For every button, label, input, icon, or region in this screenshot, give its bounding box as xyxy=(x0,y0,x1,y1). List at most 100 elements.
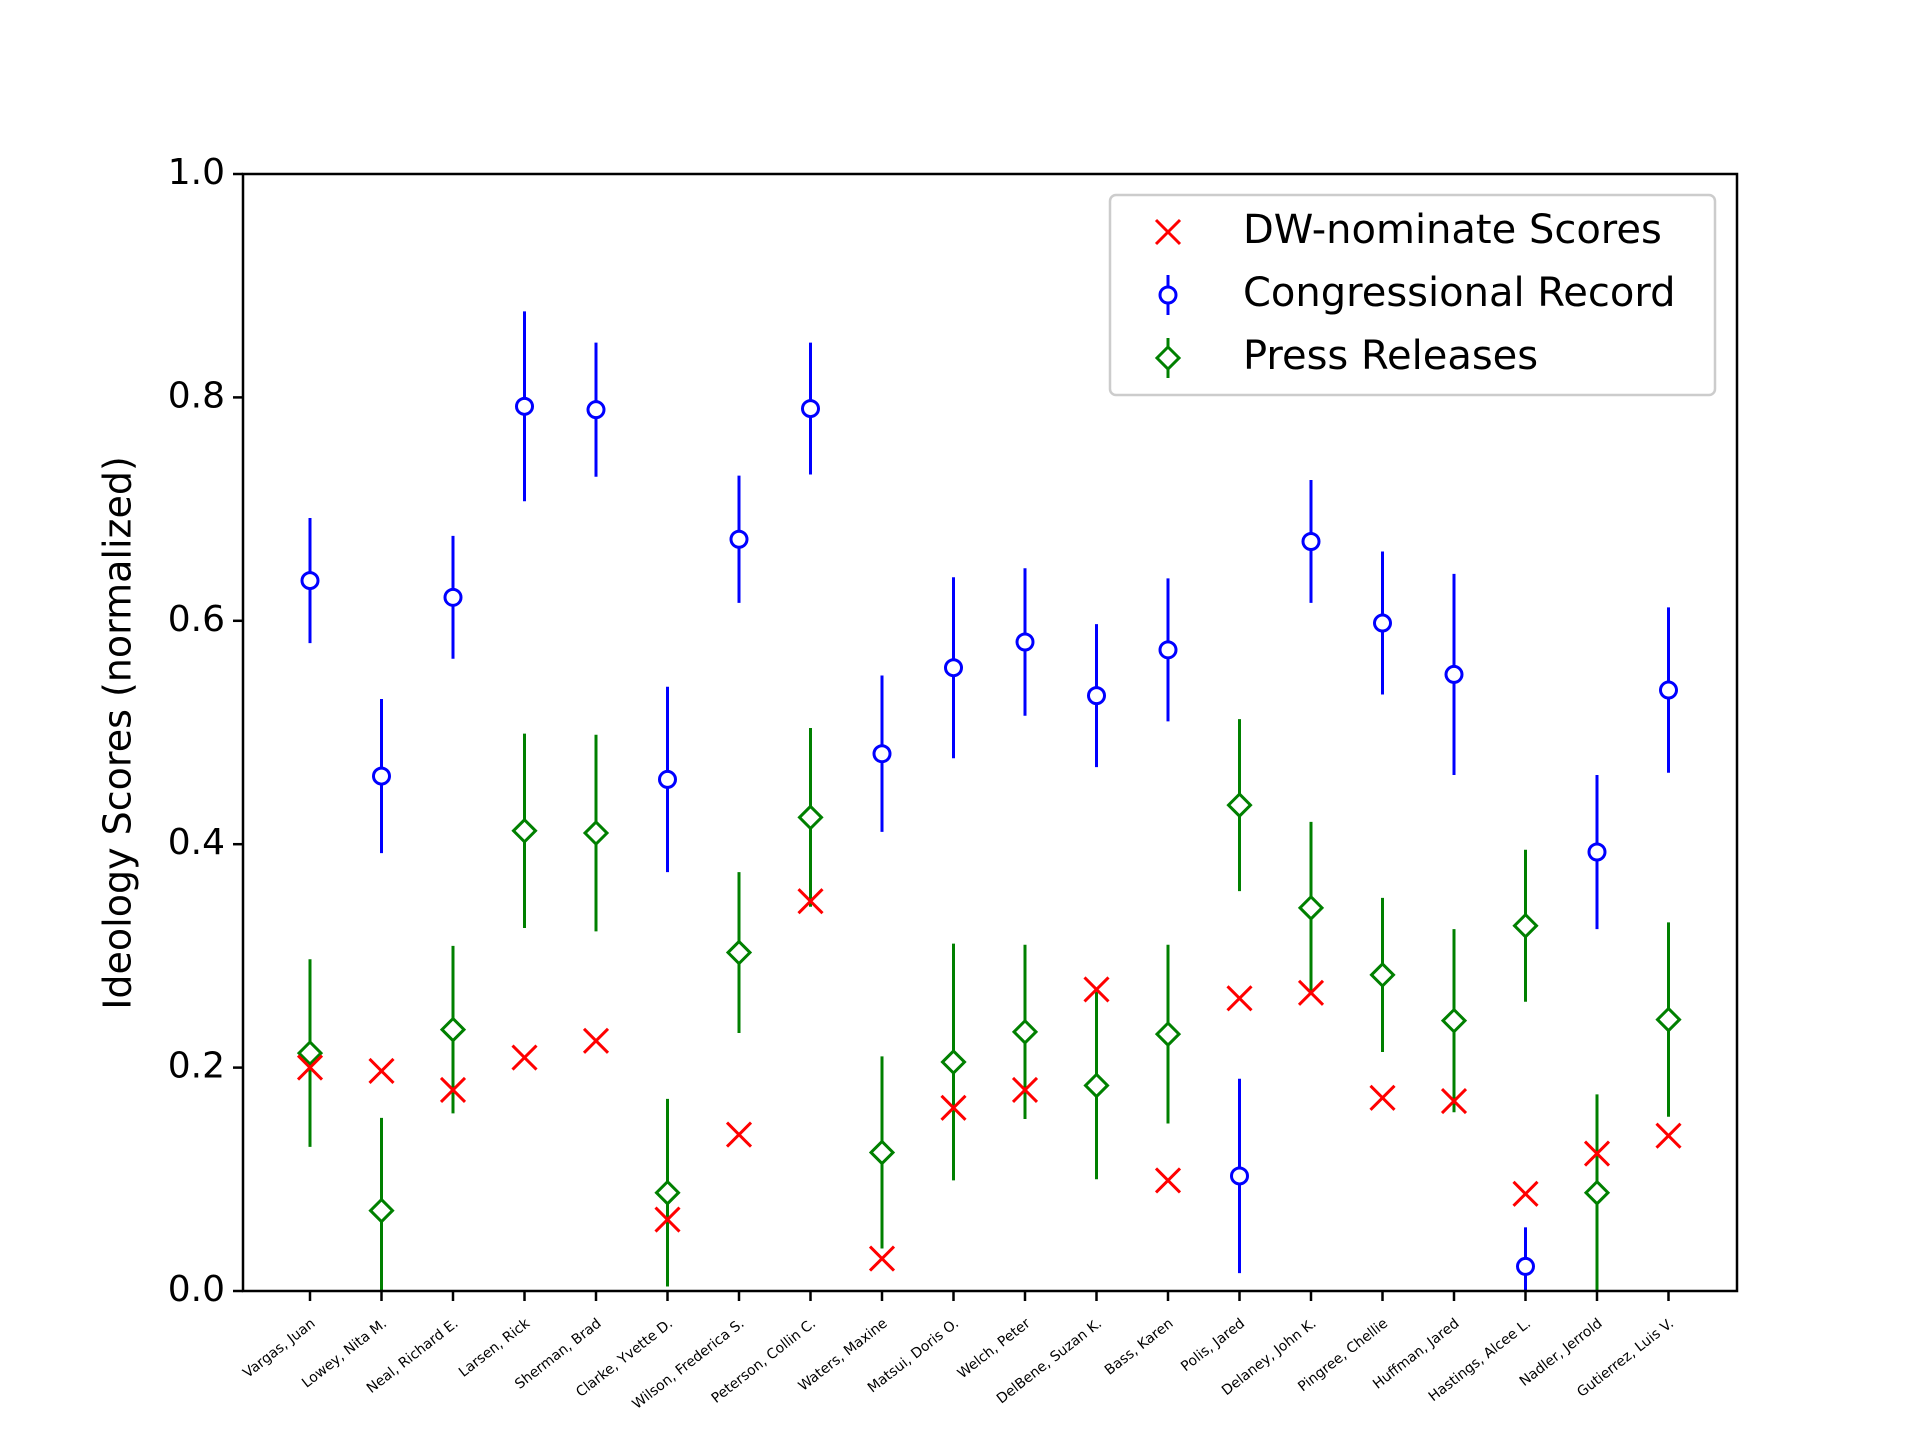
y-tick-label: 0.4 xyxy=(168,822,225,863)
marker-stroke xyxy=(1083,976,1110,1003)
data-point xyxy=(1158,640,1178,660)
marker-stroke xyxy=(940,1094,967,1121)
data-point xyxy=(439,1076,467,1104)
x-tick-label: Larsen, Rick xyxy=(456,1315,534,1381)
data-point xyxy=(1444,664,1464,684)
legend-marker xyxy=(1154,218,1182,246)
data-point xyxy=(1587,842,1607,862)
data-point xyxy=(1655,1006,1682,1033)
data-point xyxy=(654,1179,681,1206)
marker-stroke xyxy=(797,888,824,915)
marker-stroke xyxy=(511,1044,538,1071)
data-point xyxy=(940,1094,967,1121)
data-point xyxy=(658,769,677,789)
y-tick-label: 1.0 xyxy=(168,152,225,193)
plot-frame xyxy=(241,172,1739,1293)
marker-stroke xyxy=(1297,979,1325,1006)
marker-stroke xyxy=(1154,1167,1182,1194)
data-point xyxy=(1369,961,1396,989)
marker-stroke xyxy=(1655,1122,1682,1149)
data-point xyxy=(1297,979,1325,1006)
data-point xyxy=(439,1016,467,1043)
marker-stroke xyxy=(1369,1084,1396,1111)
data-point xyxy=(515,396,534,416)
data-point xyxy=(1440,1007,1468,1034)
legend: DW-nominate Scores Congressional Record Pr… xyxy=(1108,193,1717,397)
x-tick-label: Bass, Karen xyxy=(1102,1316,1177,1379)
marker-stroke xyxy=(368,1057,395,1085)
data-point xyxy=(797,804,824,831)
marker-stroke xyxy=(582,1027,610,1054)
data-point xyxy=(868,1139,896,1166)
data-point xyxy=(1015,632,1035,652)
y-tick-label: 0.2 xyxy=(168,1046,225,1087)
data-point xyxy=(1512,912,1539,939)
data-point xyxy=(1226,791,1253,819)
data-point xyxy=(1659,680,1678,700)
y-axis: 0.0 0.2 0.4 0.6 0.8 1.0 xyxy=(168,152,243,1310)
legend-box xyxy=(1108,193,1717,397)
data-point xyxy=(944,658,963,678)
legend-label: DW-nominate Scores xyxy=(1243,207,1662,253)
data-point xyxy=(725,939,753,966)
data-point xyxy=(1011,1018,1039,1045)
data-point xyxy=(368,1057,395,1085)
y-tick-label: 0.8 xyxy=(168,375,225,416)
data-point xyxy=(725,1121,753,1148)
data-point xyxy=(368,1197,395,1224)
data-point xyxy=(797,888,824,915)
data-point xyxy=(729,529,749,549)
data-point xyxy=(1226,985,1253,1012)
data-point xyxy=(654,1206,681,1233)
data-point xyxy=(1655,1122,1682,1149)
marker-stroke xyxy=(1512,1180,1539,1207)
y-axis-label: Ideology Scores (normalized) xyxy=(96,456,140,1010)
data-point xyxy=(801,399,820,419)
y-tick-label: 0.6 xyxy=(168,599,225,640)
data-point xyxy=(511,817,538,844)
data-point xyxy=(1583,1140,1611,1167)
data-point xyxy=(296,1039,324,1067)
data-point xyxy=(1083,976,1110,1003)
data-point xyxy=(511,1044,538,1071)
data-point xyxy=(1083,1072,1110,1099)
data-point xyxy=(1154,1020,1182,1048)
data-point xyxy=(296,1054,324,1081)
data-point xyxy=(300,571,320,591)
marker-stroke xyxy=(725,1121,753,1148)
data-point xyxy=(872,744,892,764)
x-tick-label: Polis, Jared xyxy=(1178,1316,1248,1375)
marker-stroke xyxy=(868,1245,896,1272)
legend-label: Congressional Record xyxy=(1243,270,1675,316)
marker-stroke xyxy=(439,1076,467,1104)
data-point xyxy=(586,400,606,420)
data-point xyxy=(582,819,610,847)
data-point xyxy=(443,587,463,607)
data-point xyxy=(1154,1167,1182,1194)
series-1 xyxy=(300,311,1678,1291)
marker-stroke xyxy=(296,1054,324,1081)
marker-stroke xyxy=(1440,1088,1468,1115)
data-point xyxy=(372,766,391,786)
data-point xyxy=(1373,613,1392,633)
legend-label: Press Releases xyxy=(1243,333,1538,379)
data-point xyxy=(868,1245,896,1272)
legend-marker xyxy=(1158,285,1178,305)
marker-stroke xyxy=(1583,1140,1611,1167)
marker-stroke xyxy=(1226,985,1253,1012)
data-point xyxy=(1301,531,1321,551)
data-point xyxy=(1297,894,1325,921)
marker-stroke xyxy=(1011,1076,1039,1104)
data-point xyxy=(1011,1076,1039,1104)
data-point xyxy=(1512,1180,1539,1207)
series-layer xyxy=(296,311,1682,1291)
data-point xyxy=(1583,1179,1611,1206)
data-point xyxy=(1230,1166,1249,1186)
series-2 xyxy=(296,719,1682,1291)
data-point xyxy=(1369,1084,1396,1111)
marker-stroke xyxy=(1154,218,1182,246)
series-0 xyxy=(296,888,1682,1272)
y-tick-label: 0.0 xyxy=(168,1269,225,1310)
